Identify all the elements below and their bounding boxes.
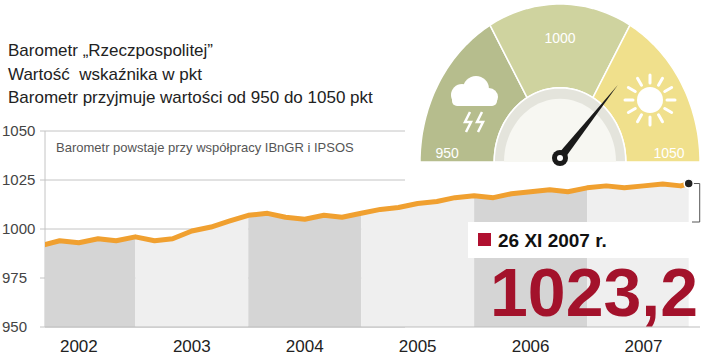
grid-line	[40, 180, 405, 181]
annotation-box	[468, 222, 692, 258]
title: Barometr „Rzeczpospolitej”	[8, 41, 213, 60]
subtitle: Barometr przyjmuje wartości od 950 do 10…	[8, 88, 373, 107]
x-tick-label: 2002	[60, 337, 98, 356]
annotation-date: 26 XI 2007 r.	[498, 230, 607, 251]
sun-ray	[659, 78, 663, 85]
sun-icon	[625, 75, 675, 125]
lightning-icon	[465, 112, 471, 132]
gauge-pivot	[552, 150, 568, 166]
cloud-icon	[451, 76, 498, 106]
year-band	[361, 131, 474, 327]
sun-ray	[667, 99, 675, 102]
gauge-label: 1000	[544, 30, 575, 46]
y-tick-label: 950	[2, 318, 27, 335]
x-tick-label: 2006	[512, 337, 550, 356]
gauge-pivot-center	[557, 155, 563, 161]
year-band	[248, 131, 361, 327]
y-tick-label: 1050	[2, 122, 35, 139]
gauge-needle	[557, 85, 618, 161]
note: Barometr powstaje przy współpracy IBnGR …	[56, 140, 354, 155]
x-tick-label: 2005	[399, 337, 437, 356]
y-tick-label: 1025	[2, 171, 35, 188]
sun-ray	[628, 88, 635, 92]
annotation-dot	[684, 179, 693, 188]
subtitle: Wartość wskaźnika w pkt	[8, 65, 202, 84]
y-tick-label: 1000	[2, 220, 35, 237]
sun-ray	[649, 117, 652, 125]
gauge: 950 1000 1050	[420, 4, 700, 166]
sun-ray	[659, 115, 663, 122]
y-tick-label: 975	[2, 269, 27, 286]
gauge-label: 1050	[653, 145, 684, 161]
annotation-value: 1023,2	[490, 254, 698, 330]
sun-ray	[625, 99, 633, 102]
x-tick-label: 2004	[286, 337, 324, 356]
chart: Barometr „Rzeczpospolitej” Wartość wskaźn…	[0, 0, 720, 360]
annotation-leader	[689, 184, 700, 222]
grid-line	[40, 131, 405, 132]
sun-ray	[665, 109, 672, 113]
x-tick-label: 2007	[625, 337, 663, 356]
sun-ray	[638, 115, 642, 122]
annotation-square	[478, 233, 491, 246]
x-tick-label: 2003	[173, 337, 211, 356]
sun-ray	[665, 88, 672, 92]
lightning-icon	[477, 112, 483, 132]
sun-disc	[637, 87, 663, 113]
gauge-label: 950	[435, 145, 459, 161]
sun-ray	[638, 78, 642, 85]
year-band	[45, 131, 135, 327]
sun-ray	[649, 75, 652, 83]
sun-ray	[628, 109, 635, 113]
